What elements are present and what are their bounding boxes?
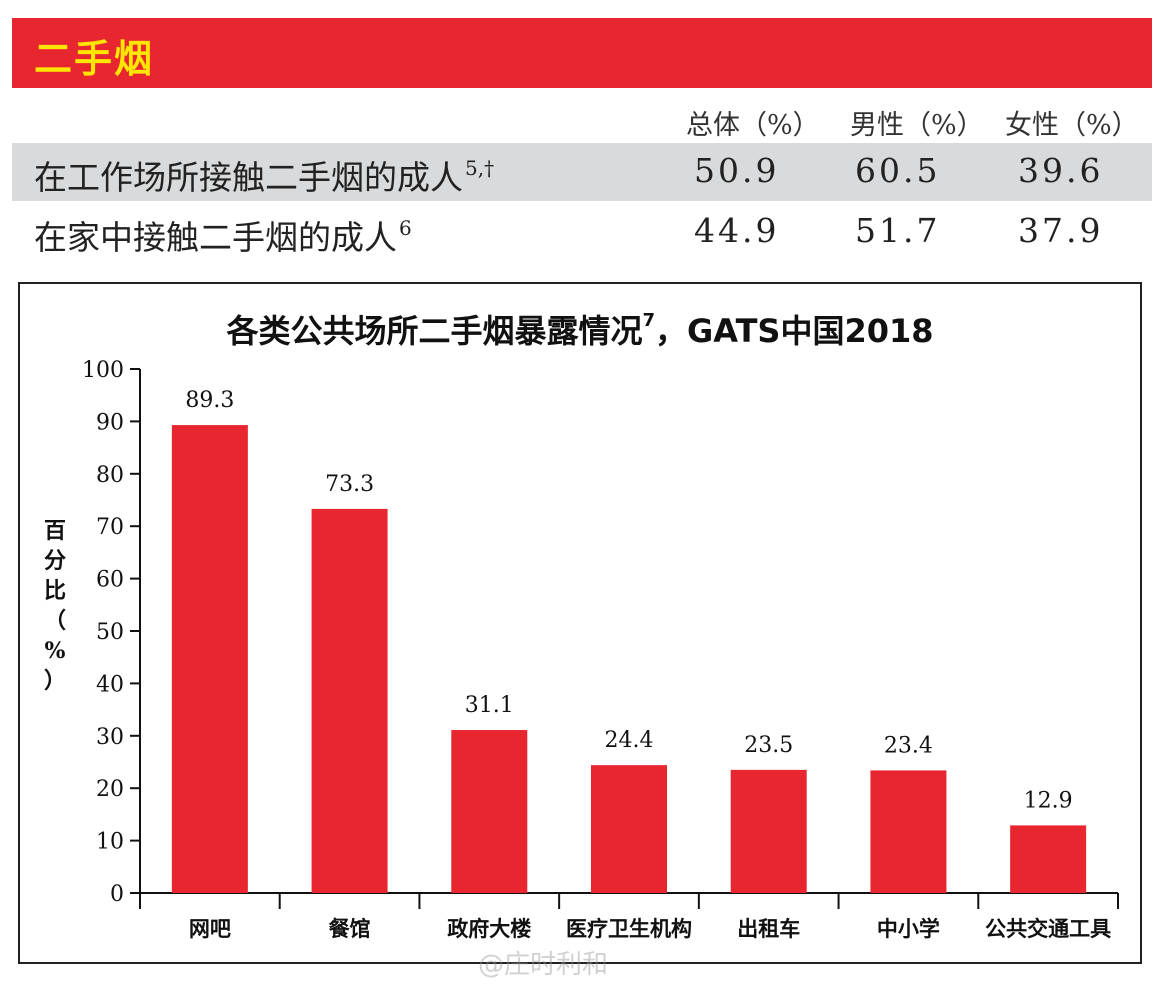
row-label-workplace: 在工作场所接触二手烟的成人 5,† [34,156,495,197]
data-label: 31.1 [465,693,514,718]
bar [451,730,528,893]
y-tick-label: 10 [96,830,124,855]
x-tick-label: 餐馆 [329,916,371,941]
data-label: 23.5 [744,733,793,758]
data-label: 12.9 [1024,788,1073,813]
y-tick-label: 100 [82,358,124,383]
chart-title: 各类公共场所二手烟暴露情况7，GATS中国2018 [226,310,934,350]
watermark: @庄时利和 [478,950,609,980]
data-label: 73.3 [325,472,374,497]
x-tick-label: 政府大楼 [447,916,531,941]
y-label-char: ） [43,668,66,694]
section-banner: 二手烟 [12,18,1152,88]
cell-total: 44.9 [694,211,780,250]
y-label-char: 分 [43,548,66,574]
y-tick-label: 90 [96,410,124,435]
x-tick-label: 中小学 [877,916,940,941]
y-axis-label: 百 分 比 （ % ） [40,516,70,696]
row-label-home: 在家中接触二手烟的成人 6 [34,216,412,257]
data-label: 24.4 [605,728,654,753]
header-male: 男性（%） [850,110,984,141]
header-female: 女性（%） [1005,110,1139,141]
bar [730,769,807,893]
y-tick-label: 20 [96,777,124,802]
x-tick-label: 医疗卫生机构 [566,916,692,941]
cell-male: 60.5 [855,151,941,190]
x-tick-label: 出租车 [737,916,800,941]
cell-female: 37.9 [1018,211,1104,250]
y-tick-label: 40 [96,672,124,697]
title-footnote: 7 [642,310,656,331]
cell-male: 51.7 [855,211,941,250]
bar [870,770,947,893]
cell-total: 50.9 [694,151,780,190]
footnote-mark: 5,† [465,156,495,180]
y-label-char: 比 [43,578,66,604]
bar [171,425,248,893]
y-tick-label: 70 [96,515,124,540]
footnote-mark: 6 [399,216,412,240]
x-tick-label: 公共交通工具 [985,916,1111,941]
y-tick-label: 60 [96,568,124,593]
y-label-char: 百 [43,518,66,544]
data-label: 89.3 [185,388,234,413]
bar [311,508,388,893]
x-tick-label: 网吧 [189,916,231,941]
y-tick-label: 30 [96,725,124,750]
data-label: 23.4 [884,733,933,758]
y-tick-label: 50 [96,620,124,645]
cell-female: 39.6 [1018,151,1104,190]
y-tick-label: 0 [110,882,124,907]
y-tick-label: 80 [96,463,124,488]
bar [1010,825,1087,893]
header-total: 总体（%） [686,110,820,141]
y-label-char: % [44,638,66,664]
table-row: 在工作场所接触二手烟的成人 5,† 50.9 60.5 39.6 [12,143,1152,201]
bar [591,765,667,893]
y-label-char: （ [43,608,66,634]
section-title: 二手烟 [34,37,155,81]
table-row: 在家中接触二手烟的成人 6 44.9 51.7 37.9 [12,203,1152,261]
